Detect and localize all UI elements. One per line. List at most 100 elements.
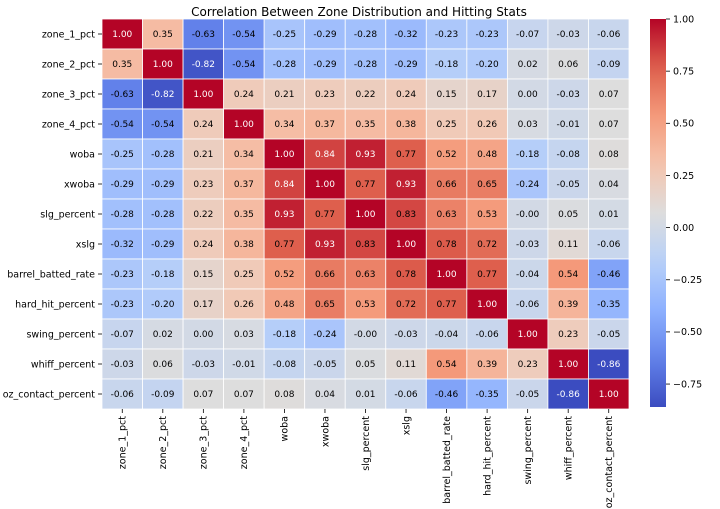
heatmap-cell: [223, 48, 265, 80]
heatmap-cell: [385, 108, 427, 140]
heatmap-cells: 1.00 0.35 -0.63 -0.54 -0.25 -0.29 -0.28 -0.32 -0…: [101, 18, 630, 410]
heatmap-cell: [506, 198, 549, 230]
cell-value-label: -0.00: [354, 330, 378, 340]
heatmap-cell: [588, 348, 630, 380]
cell-value-label: -0.03: [111, 360, 134, 370]
cell-value-label: 1.00: [193, 90, 213, 100]
heatmap-cell: [547, 288, 589, 320]
heatmap-cell: [101, 18, 143, 50]
heatmap-cell: [385, 348, 427, 380]
cell-value-label: 0.83: [355, 240, 375, 250]
cell-value-label: 0.84: [315, 150, 335, 160]
heatmap-cell: [101, 168, 143, 200]
cell-value-label: -0.29: [111, 180, 135, 190]
cell-value-label: 0.93: [355, 150, 375, 160]
heatmap-cell: [547, 318, 589, 350]
heatmap-cell: [142, 18, 184, 50]
cell-value-label: -0.35: [597, 300, 620, 310]
cell-value-label: 0.48: [477, 150, 497, 160]
cell-value-label: 0.02: [518, 60, 538, 70]
chart-title: Correlation Between Zone Distribution an…: [191, 5, 527, 19]
cell-value-label: -0.54: [232, 60, 256, 70]
heatmap-cell: [466, 198, 508, 230]
cell-value-label: -0.86: [557, 390, 581, 400]
cell-value-label: 1.00: [437, 270, 457, 280]
cell-value-label: -0.05: [597, 330, 620, 340]
cell-value-label: 0.23: [193, 180, 213, 190]
cell-value-label: 0.08: [599, 150, 619, 160]
heatmap-cell: [101, 258, 143, 290]
row-label: zone_3_pct: [42, 89, 95, 100]
colorbar-tick-label: −0.50: [673, 327, 702, 338]
cell-value-label: 0.11: [396, 360, 416, 370]
cell-value-label: -0.20: [151, 300, 175, 310]
cell-value-label: 0.04: [599, 180, 619, 190]
cell-value-label: 0.93: [396, 180, 416, 190]
heatmap-cell: [425, 48, 468, 80]
cell-value-label: -0.46: [435, 390, 459, 400]
cell-value-label: 0.07: [193, 390, 213, 400]
heatmap-cell: [588, 378, 630, 410]
heatmap-cell: [223, 108, 265, 140]
cell-value-label: -0.25: [273, 30, 296, 40]
heatmap-cell: [425, 348, 468, 380]
heatmap-cell: [344, 138, 387, 170]
heatmap-cell: [304, 198, 346, 230]
cell-value-label: 0.01: [599, 210, 619, 220]
heatmap-cell: [588, 108, 630, 140]
cell-value-label: 1.00: [315, 180, 335, 190]
cell-value-label: 1.00: [477, 300, 497, 310]
cell-value-label: 0.35: [355, 120, 375, 130]
cell-value-label: -0.00: [516, 210, 540, 220]
heatmap-cell: [425, 198, 468, 230]
heatmap-cell: [344, 288, 387, 320]
cell-value-label: 0.38: [396, 120, 416, 130]
cell-value-label: 0.01: [355, 390, 375, 400]
cell-value-label: 0.66: [437, 180, 457, 190]
cell-value-label: 0.15: [437, 90, 457, 100]
colorbar: 1.00 0.75 0.50 0.25 0.00 −0.25 −0.50 −0.75: [650, 14, 702, 407]
heatmap-cell: [588, 78, 630, 110]
cell-value-label: 0.24: [193, 240, 213, 250]
cell-value-label: 0.63: [355, 270, 375, 280]
cell-value-label: -0.32: [394, 30, 417, 40]
cell-value-label: 1.00: [274, 150, 294, 160]
cell-value-label: 0.72: [477, 240, 497, 250]
column-label: whiff_percent: [563, 416, 574, 480]
heatmap-cell: [385, 48, 427, 80]
cell-value-label: -0.23: [111, 300, 134, 310]
cell-value-label: 0.26: [477, 120, 497, 130]
cell-value-label: 0.65: [477, 180, 497, 190]
heatmap-cell: [142, 318, 184, 350]
heatmap-cell: [142, 138, 184, 170]
heatmap-cell: [385, 228, 427, 260]
row-label: zone_1_pct: [42, 29, 95, 40]
cell-value-label: -0.32: [111, 240, 134, 250]
heatmap-cell: [101, 78, 143, 110]
cell-value-label: -0.29: [151, 180, 175, 190]
cell-value-label: 0.77: [437, 300, 457, 310]
cell-value-label: -0.05: [557, 180, 580, 190]
cell-value-label: 0.11: [558, 240, 578, 250]
cell-value-label: 0.53: [477, 210, 497, 220]
cell-value-label: 0.52: [274, 270, 294, 280]
heatmap-cell: [425, 228, 468, 260]
cell-value-label: 0.07: [599, 90, 619, 100]
cell-value-label: 0.34: [274, 120, 294, 130]
heatmap-cell: [223, 258, 265, 290]
heatmap-cell: [547, 18, 589, 50]
cell-value-label: 0.07: [599, 120, 619, 130]
heatmap-cell: [425, 138, 468, 170]
heatmap-cell: [506, 258, 549, 290]
heatmap-cell: [223, 168, 265, 200]
cell-value-label: 0.65: [315, 300, 335, 310]
cell-value-label: -0.03: [192, 360, 215, 370]
cell-value-label: -0.82: [151, 90, 174, 100]
heatmap-cell: [385, 258, 427, 290]
cell-value-label: 0.06: [558, 60, 578, 70]
cell-value-label: -0.28: [354, 30, 378, 40]
cell-value-label: -0.29: [151, 240, 175, 250]
column-label: oz_contact_percent: [604, 416, 615, 509]
cell-value-label: -0.08: [557, 150, 581, 160]
